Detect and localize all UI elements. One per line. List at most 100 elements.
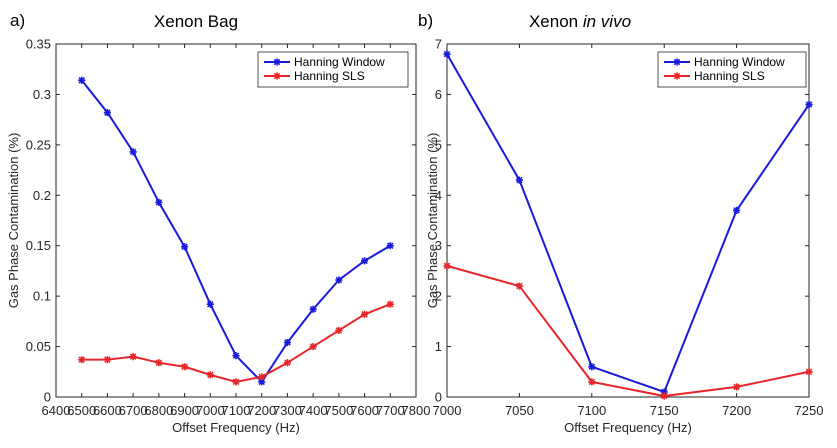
series-line — [80, 79, 391, 383]
marker-stroke — [733, 383, 740, 391]
marker-stroke — [284, 359, 291, 366]
y-tick-label: 0 — [435, 390, 442, 405]
marker-stroke — [588, 363, 596, 371]
y-tick-label: 7 — [435, 37, 442, 52]
marker-stroke — [232, 378, 240, 386]
data-point — [155, 198, 163, 206]
panel-label: b) — [418, 11, 433, 30]
chart-title-text: Xenon Bag — [154, 12, 238, 31]
marker-stroke — [273, 72, 281, 80]
chart-panel-1: 6400650066006700680069007000710072007300… — [6, 11, 430, 435]
marker-stroke — [660, 392, 668, 400]
marker-stroke — [443, 50, 451, 58]
y-tick-label: 6 — [435, 87, 442, 102]
marker-stroke — [588, 378, 596, 386]
marker-stroke — [805, 368, 813, 376]
x-tick-label: 6700 — [119, 403, 148, 418]
data-point — [129, 148, 137, 156]
x-tick-label: 7200 — [722, 403, 751, 418]
y-tick-label: 0.35 — [26, 37, 51, 52]
marker-stroke — [335, 276, 343, 284]
x-tick-label: 7200 — [247, 403, 276, 418]
marker-stroke — [733, 207, 740, 214]
data-point — [232, 352, 240, 360]
x-tick-label: 7600 — [350, 403, 379, 418]
legend-label: Hanning Window — [694, 55, 785, 69]
x-tick-label: 7000 — [196, 403, 225, 418]
y-tick-label: 0.05 — [26, 339, 51, 354]
data-point — [103, 108, 112, 117]
marker-stroke — [805, 101, 813, 108]
x-tick-label: 7700 — [376, 403, 405, 418]
data-point — [515, 282, 523, 290]
y-tick-label: 1 — [435, 339, 442, 354]
chart-title-italic: in vivo — [583, 12, 631, 31]
marker-stroke — [443, 262, 451, 270]
marker-stroke — [361, 311, 368, 318]
x-tick-label: 7300 — [273, 403, 302, 418]
marker-stroke — [284, 339, 291, 346]
marker-stroke — [181, 243, 188, 250]
y-tick-label: 4 — [435, 188, 442, 203]
x-tick-label: 7400 — [299, 403, 328, 418]
x-tick-label: 6500 — [67, 403, 96, 418]
plot-area-frame — [446, 43, 810, 398]
y-tick-label: 0.25 — [26, 137, 51, 152]
legend-label: Hanning SLS — [694, 69, 765, 83]
y-tick-label: 0 — [44, 390, 51, 405]
series-hanning-sls — [443, 262, 813, 400]
marker-stroke — [361, 257, 368, 265]
x-tick-label: 7500 — [324, 403, 353, 418]
marker-stroke — [129, 148, 137, 156]
legend-swatch-marker — [673, 58, 681, 66]
legend-box — [257, 51, 409, 88]
x-tick-label: 6400 — [42, 403, 71, 418]
x-axis-label: Offset Frequency (Hz) — [172, 420, 300, 435]
x-tick-label: 6800 — [144, 403, 173, 418]
y-tick-label: 3 — [435, 238, 442, 253]
data-point — [386, 300, 394, 308]
chart-title: Xenon in vivo — [529, 12, 631, 31]
marker-stroke — [181, 363, 188, 371]
marker-stroke — [258, 378, 265, 386]
data-point — [335, 326, 343, 335]
legend-label: Hanning SLS — [294, 69, 365, 83]
marker-stroke — [78, 356, 85, 363]
marker-stroke — [516, 176, 523, 184]
legend-box — [657, 51, 807, 88]
panel-label: a) — [10, 11, 25, 30]
marker-stroke — [78, 77, 85, 84]
marker-stroke — [516, 282, 523, 290]
marker-stroke — [387, 242, 394, 249]
x-tick-label: 7250 — [795, 403, 824, 418]
chart-panel-2: 7000 7050 7100 7150 7200 7250 0 1 2 3 4 5 6 7 Hanning … — [418, 11, 823, 435]
data-point — [733, 383, 741, 391]
data-point — [443, 262, 451, 270]
x-axis-label: Offset Frequency (Hz) — [564, 420, 692, 435]
marker-stroke — [232, 352, 240, 359]
marker-stroke — [387, 300, 394, 308]
data-point — [103, 356, 112, 364]
data-point — [309, 342, 317, 351]
legend-swatch-marker — [673, 72, 681, 80]
data-point — [78, 356, 86, 364]
series-hanning-window — [78, 76, 394, 386]
x-tick-label: 7050 — [505, 403, 534, 418]
x-tick-label: 7150 — [650, 403, 679, 418]
x-tick-label: 6600 — [93, 403, 122, 418]
marker-stroke — [335, 327, 343, 334]
data-point — [206, 300, 214, 308]
marker-stroke — [129, 353, 137, 360]
x-tick-label: 7800 — [402, 403, 431, 418]
y-tick-label: 5 — [435, 137, 442, 152]
series-hanning-window — [443, 50, 813, 396]
legend-swatch-marker — [273, 58, 281, 66]
data-point — [180, 363, 189, 371]
x-tick-label: 6900 — [170, 403, 199, 418]
data-point — [283, 359, 292, 367]
y-tick-label: 0.2 — [33, 188, 51, 203]
